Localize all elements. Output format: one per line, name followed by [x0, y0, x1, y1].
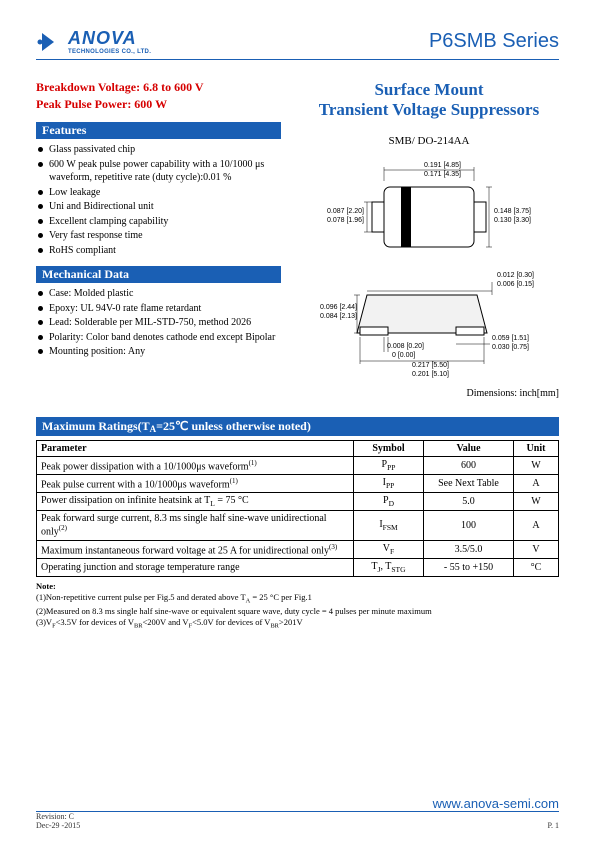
feature-item: Glass passivated chip — [38, 143, 281, 157]
features-title: Features — [36, 122, 281, 139]
svg-text:0.030 [0.75]: 0.030 [0.75] — [492, 344, 529, 351]
svg-text:0.171 [4.35]: 0.171 [4.35] — [424, 171, 461, 178]
svg-text:0.217 [5.50]: 0.217 [5.50] — [412, 362, 449, 369]
mechanical-item: Mounting position: Any — [38, 345, 281, 359]
hdr-value: Value — [424, 440, 514, 456]
svg-text:0.191 [4.85]: 0.191 [4.85] — [424, 162, 461, 169]
logo-sub: TECHNOLOGIES CO., LTD. — [68, 49, 151, 55]
feature-item: Very fast response time — [38, 229, 281, 243]
dimensions-note: Dimensions: inch[mm] — [299, 388, 559, 399]
features-list: Glass passivated chip600 W peak pulse po… — [36, 139, 281, 257]
svg-text:0.012 [0.30]: 0.012 [0.30] — [497, 272, 534, 279]
hdr-param: Parameter — [37, 440, 354, 456]
header: ANOVA TECHNOLOGIES CO., LTD. P6SMB Serie… — [36, 28, 559, 55]
svg-text:0 [0.00]: 0 [0.00] — [392, 352, 415, 359]
table-row: Maximum instantaneous forward voltage at… — [37, 540, 559, 558]
table-row: Peak forward surge current, 8.3 ms singl… — [37, 511, 559, 540]
svg-text:0.096 [2.44]: 0.096 [2.44] — [320, 304, 357, 311]
mechanical-item: Lead: Solderable per MIL-STD-750, method… — [38, 316, 281, 330]
svg-text:0.087 [2.20]: 0.087 [2.20] — [327, 208, 364, 215]
feature-item: Uni and Bidirectional unit — [38, 200, 281, 214]
svg-text:0.130 [3.30]: 0.130 [3.30] — [494, 217, 531, 224]
footer: www.anova-semi.com Revision: C Dec-29 -2… — [0, 796, 595, 830]
spec-breakdown: Breakdown Voltage: 6.8 to 600 V — [36, 80, 281, 95]
package-bottom-drawing: 0.012 [0.30] 0.006 [0.15] 0.096 [2.44] 0… — [312, 267, 547, 382]
mechanical-item: Polarity: Color band denotes cathode end… — [38, 331, 281, 345]
spec-peak: Peak Pulse Power: 600 W — [36, 97, 281, 112]
svg-text:0.078 [1.96]: 0.078 [1.96] — [327, 217, 364, 224]
left-column: Breakdown Voltage: 6.8 to 600 V Peak Pul… — [36, 80, 281, 399]
mechanical-item: Epoxy: UL 94V-0 rate flame retardant — [38, 302, 281, 316]
table-row: Peak power dissipation with a 10/1000μs … — [37, 456, 559, 474]
footer-date: Dec-29 -2015 — [36, 821, 80, 830]
table-row: Peak pulse current with a 10/1000μs wave… — [37, 475, 559, 493]
svg-text:0.201 [5.10]: 0.201 [5.10] — [412, 371, 449, 378]
mechanical-title: Mechanical Data — [36, 266, 281, 283]
hdr-unit: Unit — [514, 440, 559, 456]
svg-text:0.148 [3.75]: 0.148 [3.75] — [494, 208, 531, 215]
hdr-symbol: Symbol — [354, 440, 424, 456]
svg-text:0.059 [1.51]: 0.059 [1.51] — [492, 335, 529, 342]
svg-text:0.084 [2.13]: 0.084 [2.13] — [320, 313, 357, 320]
mechanical-list: Case: Molded plasticEpoxy: UL 94V-0 rate… — [36, 283, 281, 359]
right-column: Surface Mount Transient Voltage Suppress… — [299, 80, 559, 399]
svg-text:0.008 [0.20]: 0.008 [0.20] — [387, 343, 424, 350]
logo: ANOVA TECHNOLOGIES CO., LTD. — [36, 28, 151, 55]
series-title: P6SMB Series — [429, 30, 559, 53]
ratings-table: Parameter Symbol Value Unit Peak power d… — [36, 440, 559, 577]
package-top-drawing: 0.191 [4.85] 0.171 [4.35] 0.087 [2.20] 0… — [319, 157, 539, 267]
table-row: Operating junction and storage temperatu… — [37, 559, 559, 577]
footer-rev: Revision: C — [36, 812, 80, 821]
table-row: Power dissipation on infinite heatsink a… — [37, 493, 559, 511]
footnotes: Note: (1)Non-repetitive current pulse pe… — [36, 581, 559, 631]
package-label: SMB/ DO-214AA — [299, 135, 559, 147]
ratings-title: Maximum Ratings(TA=25℃ unless otherwise … — [36, 417, 559, 436]
feature-item: Excellent clamping capability — [38, 215, 281, 229]
feature-item: RoHS compliant — [38, 244, 281, 258]
footer-page: P. 1 — [547, 821, 559, 830]
mechanical-item: Case: Molded plastic — [38, 287, 281, 301]
logo-text: ANOVA — [68, 28, 151, 49]
feature-item: Low leakage — [38, 186, 281, 200]
product-title: Surface Mount Transient Voltage Suppress… — [299, 80, 559, 121]
footer-url: www.anova-semi.com — [433, 796, 559, 811]
feature-item: 600 W peak pulse power capability with a… — [38, 158, 281, 185]
svg-text:0.006 [0.15]: 0.006 [0.15] — [497, 281, 534, 288]
